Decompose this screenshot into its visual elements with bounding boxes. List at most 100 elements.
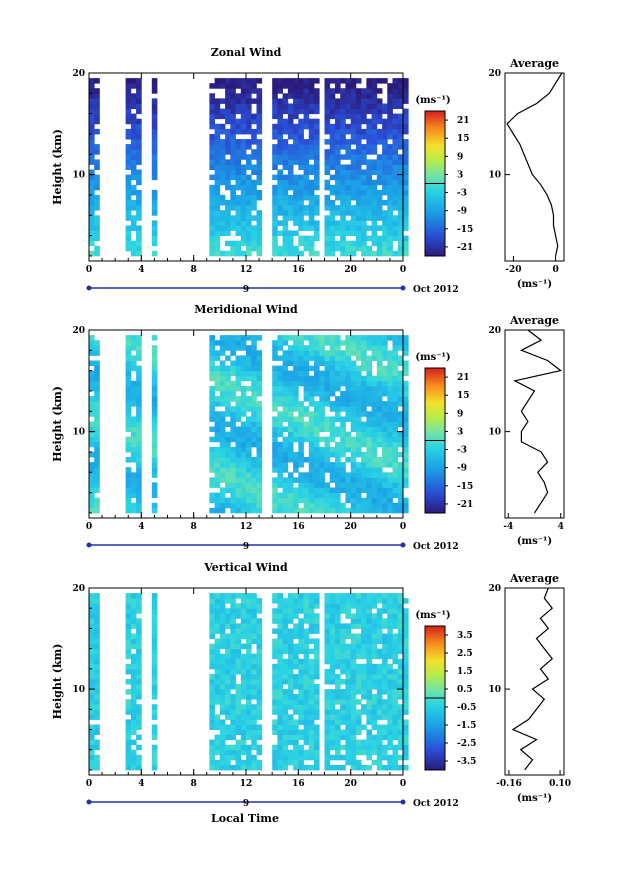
- heatmap-cell: [314, 391, 320, 397]
- heatmap-cell: [403, 653, 409, 660]
- heatmap-cell: [246, 93, 252, 99]
- heatmap-cell: [392, 709, 399, 715]
- heatmap-cell: [308, 492, 315, 499]
- heatmap-cell: [314, 78, 320, 84]
- heatmap-cell: [371, 613, 378, 619]
- heatmap-cell: [89, 658, 95, 665]
- heatmap-cell: [230, 613, 236, 619]
- heatmap-cell: [130, 118, 137, 125]
- heatmap-cell: [329, 350, 336, 356]
- heatmap-cell: [314, 149, 320, 155]
- heatmap-cell: [371, 679, 378, 685]
- heatmap-cell: [314, 385, 320, 392]
- heatmap-cell: [230, 78, 236, 84]
- heatmap-cell: [272, 457, 278, 463]
- heatmap-cell: [361, 169, 367, 175]
- heatmap-cell: [329, 78, 336, 84]
- heatmap-cell: [298, 123, 304, 130]
- heatmap-cell: [125, 477, 132, 483]
- heatmap-cell: [397, 436, 404, 443]
- heatmap-cell: [376, 653, 383, 660]
- heatmap-cell: [214, 507, 221, 514]
- heatmap-cell: [387, 608, 393, 614]
- heatmap-cell: [403, 689, 409, 695]
- heatmap-cell: [287, 633, 294, 639]
- heatmap-cell: [355, 134, 362, 140]
- heatmap-cell: [287, 240, 294, 247]
- heatmap-cell: [376, 335, 383, 341]
- heatmap-cell: [324, 673, 331, 680]
- heatmap-cell: [293, 139, 299, 145]
- heatmap-cell: [272, 462, 278, 468]
- heatmap-cell: [376, 704, 383, 710]
- heatmap-cell: [345, 210, 351, 216]
- heatmap-cell: [240, 194, 247, 201]
- heatmap-cell: [298, 643, 304, 650]
- heatmap-cell: [277, 154, 283, 160]
- heatmap-cell: [151, 88, 158, 94]
- heatmap-cell: [136, 240, 142, 247]
- heatmap-cell: [340, 205, 346, 211]
- heatmap-cell: [387, 679, 393, 685]
- heatmap-cell: [214, 724, 221, 730]
- heatmap-cell: [382, 134, 388, 140]
- heatmap-cell: [324, 98, 331, 104]
- heatmap-cell: [366, 477, 372, 483]
- heatmap-cell: [235, 128, 242, 135]
- colorbar-tick-label: 15: [457, 391, 470, 401]
- heatmap-cell: [214, 103, 221, 109]
- heatmap-cell: [350, 699, 357, 705]
- heatmap-cell: [314, 709, 320, 715]
- heatmap-cell: [387, 487, 393, 493]
- heatmap-cell: [219, 159, 226, 165]
- heatmap-cell: [89, 472, 95, 478]
- heatmap-cell: [136, 200, 142, 206]
- heatmap-cell: [151, 608, 158, 614]
- x-tick-label: 16: [292, 265, 305, 275]
- heatmap-cell: [355, 446, 362, 453]
- heatmap-cell: [94, 365, 100, 372]
- heatmap-cell: [125, 134, 132, 140]
- heatmap-cell: [314, 139, 320, 145]
- heatmap-cell: [151, 375, 158, 382]
- heatmap-cell: [403, 335, 409, 341]
- heatmap-cell: [397, 643, 404, 650]
- heatmap-cell: [324, 416, 331, 422]
- heatmap-cell: [89, 426, 95, 432]
- heatmap-cell: [324, 113, 331, 120]
- heatmap-cell: [371, 719, 378, 725]
- heatmap-cell: [324, 764, 331, 771]
- heatmap-cell: [214, 603, 221, 609]
- heatmap-cell: [329, 628, 336, 634]
- heatmap-cell: [366, 719, 372, 725]
- heatmap-cell: [335, 355, 341, 361]
- heatmap-cell: [361, 210, 367, 216]
- heatmap-cell: [303, 144, 310, 150]
- heatmap-cell: [387, 159, 393, 165]
- heatmap-cell: [282, 215, 289, 221]
- heatmap-cell: [361, 668, 367, 675]
- heatmap-cell: [387, 431, 393, 438]
- heatmap-cell: [329, 365, 336, 372]
- heatmap-cell: [272, 380, 278, 387]
- heatmap-cell: [246, 502, 252, 509]
- heatmap-cell: [293, 487, 299, 493]
- heatmap-cell: [329, 638, 336, 644]
- heatmap-cell: [287, 613, 294, 619]
- heatmap-cell: [345, 679, 351, 685]
- heatmap-cell: [130, 684, 137, 690]
- heatmap-cell: [308, 451, 315, 458]
- heatmap-cell: [382, 370, 388, 377]
- heatmap-cell: [382, 598, 388, 604]
- heatmap-cell: [392, 446, 399, 453]
- heatmap-cell: [298, 406, 304, 412]
- heatmap-cell: [94, 436, 100, 443]
- heatmap-cell: [303, 618, 310, 624]
- heatmap-cell: [256, 123, 263, 130]
- heatmap-cell: [219, 154, 226, 160]
- heatmap-cell: [89, 643, 95, 650]
- heatmap-cell: [240, 462, 247, 468]
- heatmap-cell: [392, 154, 399, 160]
- heatmap-cell: [225, 754, 231, 761]
- heatmap-cell: [376, 235, 383, 242]
